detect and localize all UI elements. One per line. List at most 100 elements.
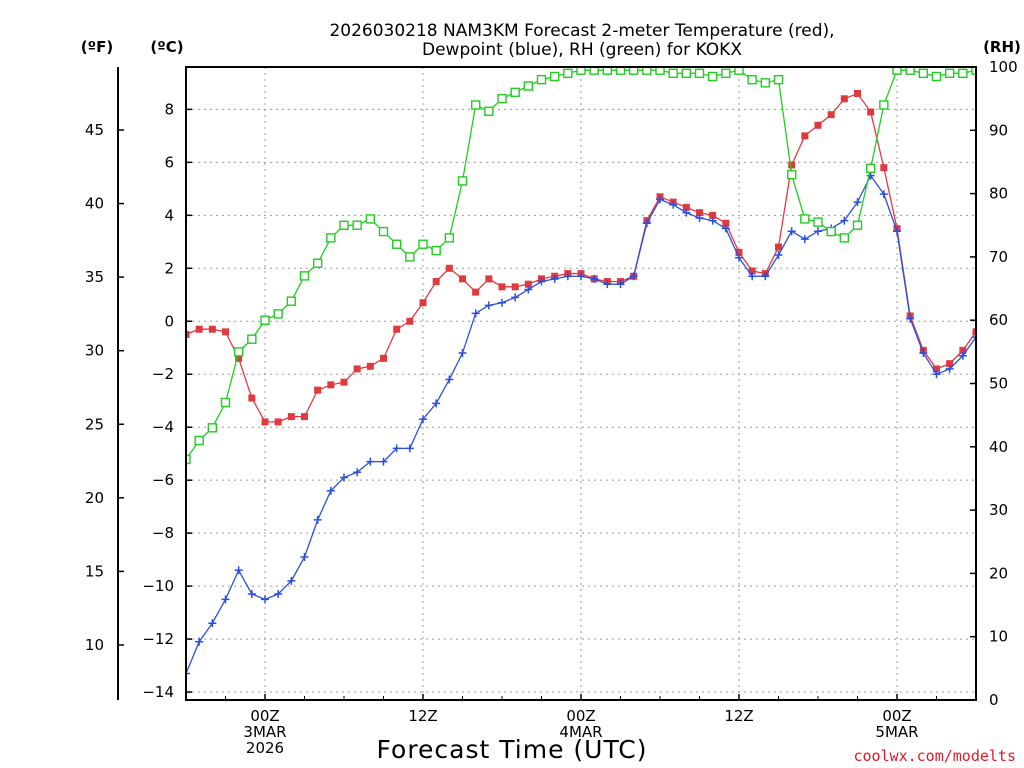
dewpoint-point [247,590,256,599]
dewpoint-point [340,473,348,482]
rh-point [655,67,665,75]
dewpoint-point [761,272,770,281]
dewpoint-point [313,515,322,524]
temperature-point [498,283,506,291]
dewpoint-point [708,216,717,225]
rh-point [352,220,362,230]
c-tick-label: −12 [142,630,174,648]
series-layer [186,67,976,678]
c-tick-label: −6 [152,471,174,489]
rh-point [721,68,731,79]
dewpoint-point [787,227,796,236]
rh-tick-label: 100 [989,58,1018,76]
rh-point [813,217,823,227]
series-clip-group [186,67,976,678]
temperature-point [419,299,427,307]
dewpoint-point [629,272,638,281]
x-tick-label: 12Z [724,707,753,725]
rh-point [484,106,494,117]
f-tick-label: 30 [85,342,104,360]
temperature-point [696,209,703,217]
dewpoint-point [261,595,269,604]
rh-point [642,67,652,75]
rh-tick-label: 50 [989,375,1008,393]
dewpoint-point [498,298,506,307]
dewpoint-point [932,370,941,379]
rh-point [260,315,270,325]
rh-point [958,68,968,79]
c-tick-label: −2 [152,365,174,383]
dewpoint-point [958,351,967,360]
rh-line [186,69,976,460]
temperature-point [854,89,861,97]
temperature-point [735,248,743,256]
rh-tick-label: 10 [989,628,1008,646]
rh-point [892,67,902,75]
temperature-point [775,243,782,251]
dewpoint-point [445,375,454,384]
dewpoint-point [366,457,375,466]
rh-point [918,68,929,79]
temperature-point [788,161,796,169]
rh-point [707,71,718,82]
dewpoint-point [432,399,441,408]
temperature-point [340,378,348,386]
dewpoint-point [419,415,427,424]
rh-point [760,78,771,88]
rh-point [773,74,784,85]
rh-point [391,239,402,249]
f-tick-label: 40 [85,195,104,213]
dewpoint-point [840,216,849,225]
rh-tick-label: 90 [989,121,1008,139]
rh-unit-label: (RH) [983,38,1021,56]
dewpoint-point [721,224,730,233]
dewpoint-point [392,444,401,453]
rh-point [339,220,349,230]
temperature-point [814,121,822,129]
dewpoint-point [603,280,612,289]
temperature-point [722,219,730,227]
rh-point [220,397,231,408]
temperature-point [933,365,940,373]
dewpoint-point [577,272,585,281]
temperature-point [748,267,756,275]
temperature-point [511,283,519,291]
rh-point [457,176,468,186]
dewpoint-point [906,314,915,323]
dewpoint-point [550,274,559,283]
dewpoint-point [919,349,928,358]
x-tick-label: 00Z [250,707,279,725]
dewpoint-point [300,552,309,561]
temperature-point [274,418,282,426]
c-tick-label: 0 [164,312,174,330]
credit-link[interactable]: coolwx.com/modelts [853,747,1016,765]
rh-point [326,233,336,243]
temperature-point [432,278,440,286]
temperature-point [287,413,295,421]
temperature-point [353,365,361,373]
temperature-point [445,264,453,272]
dewpoint-point [353,468,362,477]
temperature-point [472,288,480,296]
rh-point [563,68,573,79]
temperature-point [459,275,466,283]
axes [117,66,977,701]
grid-lines [186,67,976,700]
fahrenheit-unit-label: (ºF) [81,38,113,56]
dewpoint-point [893,227,901,236]
rh-point [944,68,955,79]
rh-point [418,239,428,249]
rh-point [431,245,441,256]
rh-point [602,67,613,75]
x-tick-label: 00Z [566,707,595,725]
c-tick-label: −4 [152,418,174,436]
rh-point [233,347,244,357]
dewpoint-point [471,309,480,318]
temperature-point [840,95,848,103]
f-tick-label: 45 [85,121,104,139]
rh-tick-label: 30 [989,501,1008,519]
dewpoint-point [234,566,243,575]
temperature-point [709,211,717,219]
dewpoint-point [537,277,546,286]
